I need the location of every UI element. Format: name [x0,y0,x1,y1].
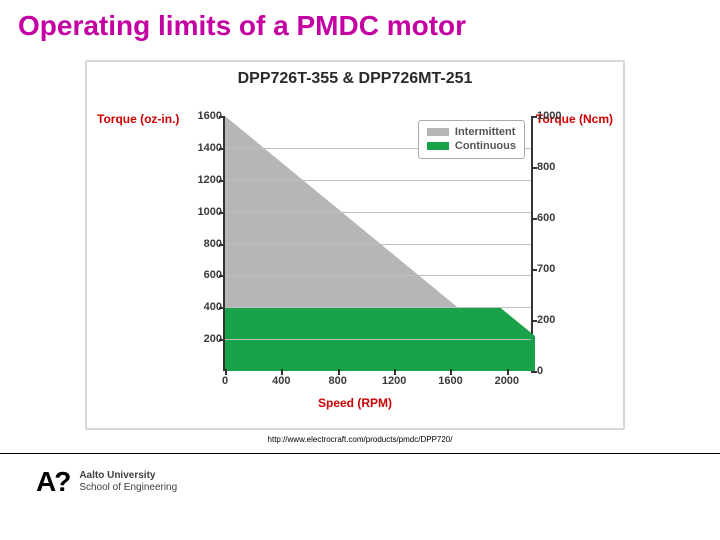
x-axis-label: Speed (RPM) [93,396,617,410]
footer-divider [0,453,720,454]
legend-label-continuous: Continuous [455,139,516,153]
x-tick-label: 1200 [382,375,406,387]
x-tickmark [507,369,509,375]
y-left-tickmark [219,148,225,150]
x-tickmark [338,369,340,375]
y-left-tickmark [219,212,225,214]
x-tick-label: 400 [272,375,290,387]
x-tick-label: 2000 [495,375,519,387]
gridline [225,339,531,340]
x-tick-label: 800 [329,375,347,387]
gridline [225,212,531,213]
y-left-tickmark [219,244,225,246]
y-axis-label-left: Torque (oz-in.) [97,112,179,126]
gridline [225,307,531,308]
x-tick-label: 0 [222,375,228,387]
y-left-tickmark [219,275,225,277]
y-right-tickmark [531,167,537,169]
footer-logo: A? Aalto University School of Engineerin… [36,466,177,498]
y-left-tickmark [219,116,225,118]
x-tickmark [225,369,227,375]
chart-title: DPP726T-355 & DPP726MT-251 [93,70,617,88]
y-right-tickmark [531,269,537,271]
legend: Intermittent Continuous [418,120,525,159]
y-right-tick-label: 200 [537,314,555,326]
y-right-tick-label: 700 [537,263,555,275]
page-title: Operating limits of a PMDC motor [18,10,466,42]
gridline [225,180,531,181]
plot-area: Intermittent Continuous 2004006008001000… [223,116,533,371]
y-right-tick-label: 1000 [537,110,561,122]
legend-item-intermittent: Intermittent [427,125,516,139]
legend-label-intermittent: Intermittent [455,125,516,139]
legend-item-continuous: Continuous [427,139,516,153]
chart-panel: DPP726T-355 & DPP726MT-251 Torque (oz-in… [85,60,625,430]
y-left-tickmark [219,339,225,341]
x-tickmark [394,369,396,375]
x-tick-label: 1600 [438,375,462,387]
x-tickmark [281,369,283,375]
y-right-tickmark [531,371,537,373]
gridline [225,244,531,245]
y-left-tickmark [219,307,225,309]
school-name: School of Engineering [79,482,177,494]
swatch-intermittent [427,128,449,136]
swatch-continuous [427,142,449,150]
x-tickmark [450,369,452,375]
chart-body: Torque (oz-in.) Torque (Ncm) Speed (RPM)… [93,88,617,428]
source-url: http://www.electrocraft.com/products/pmd… [0,435,720,444]
y-left-tickmark [219,180,225,182]
y-right-tick-label: 600 [537,212,555,224]
y-right-tickmark [531,218,537,220]
y-right-tick-label: 800 [537,161,555,173]
y-right-tickmark [531,116,537,118]
y-right-tick-label: 0 [537,365,543,377]
university-name: Aalto University [79,470,177,482]
gridline [225,275,531,276]
aalto-logo-glyph: A? [36,466,69,498]
y-right-tickmark [531,320,537,322]
